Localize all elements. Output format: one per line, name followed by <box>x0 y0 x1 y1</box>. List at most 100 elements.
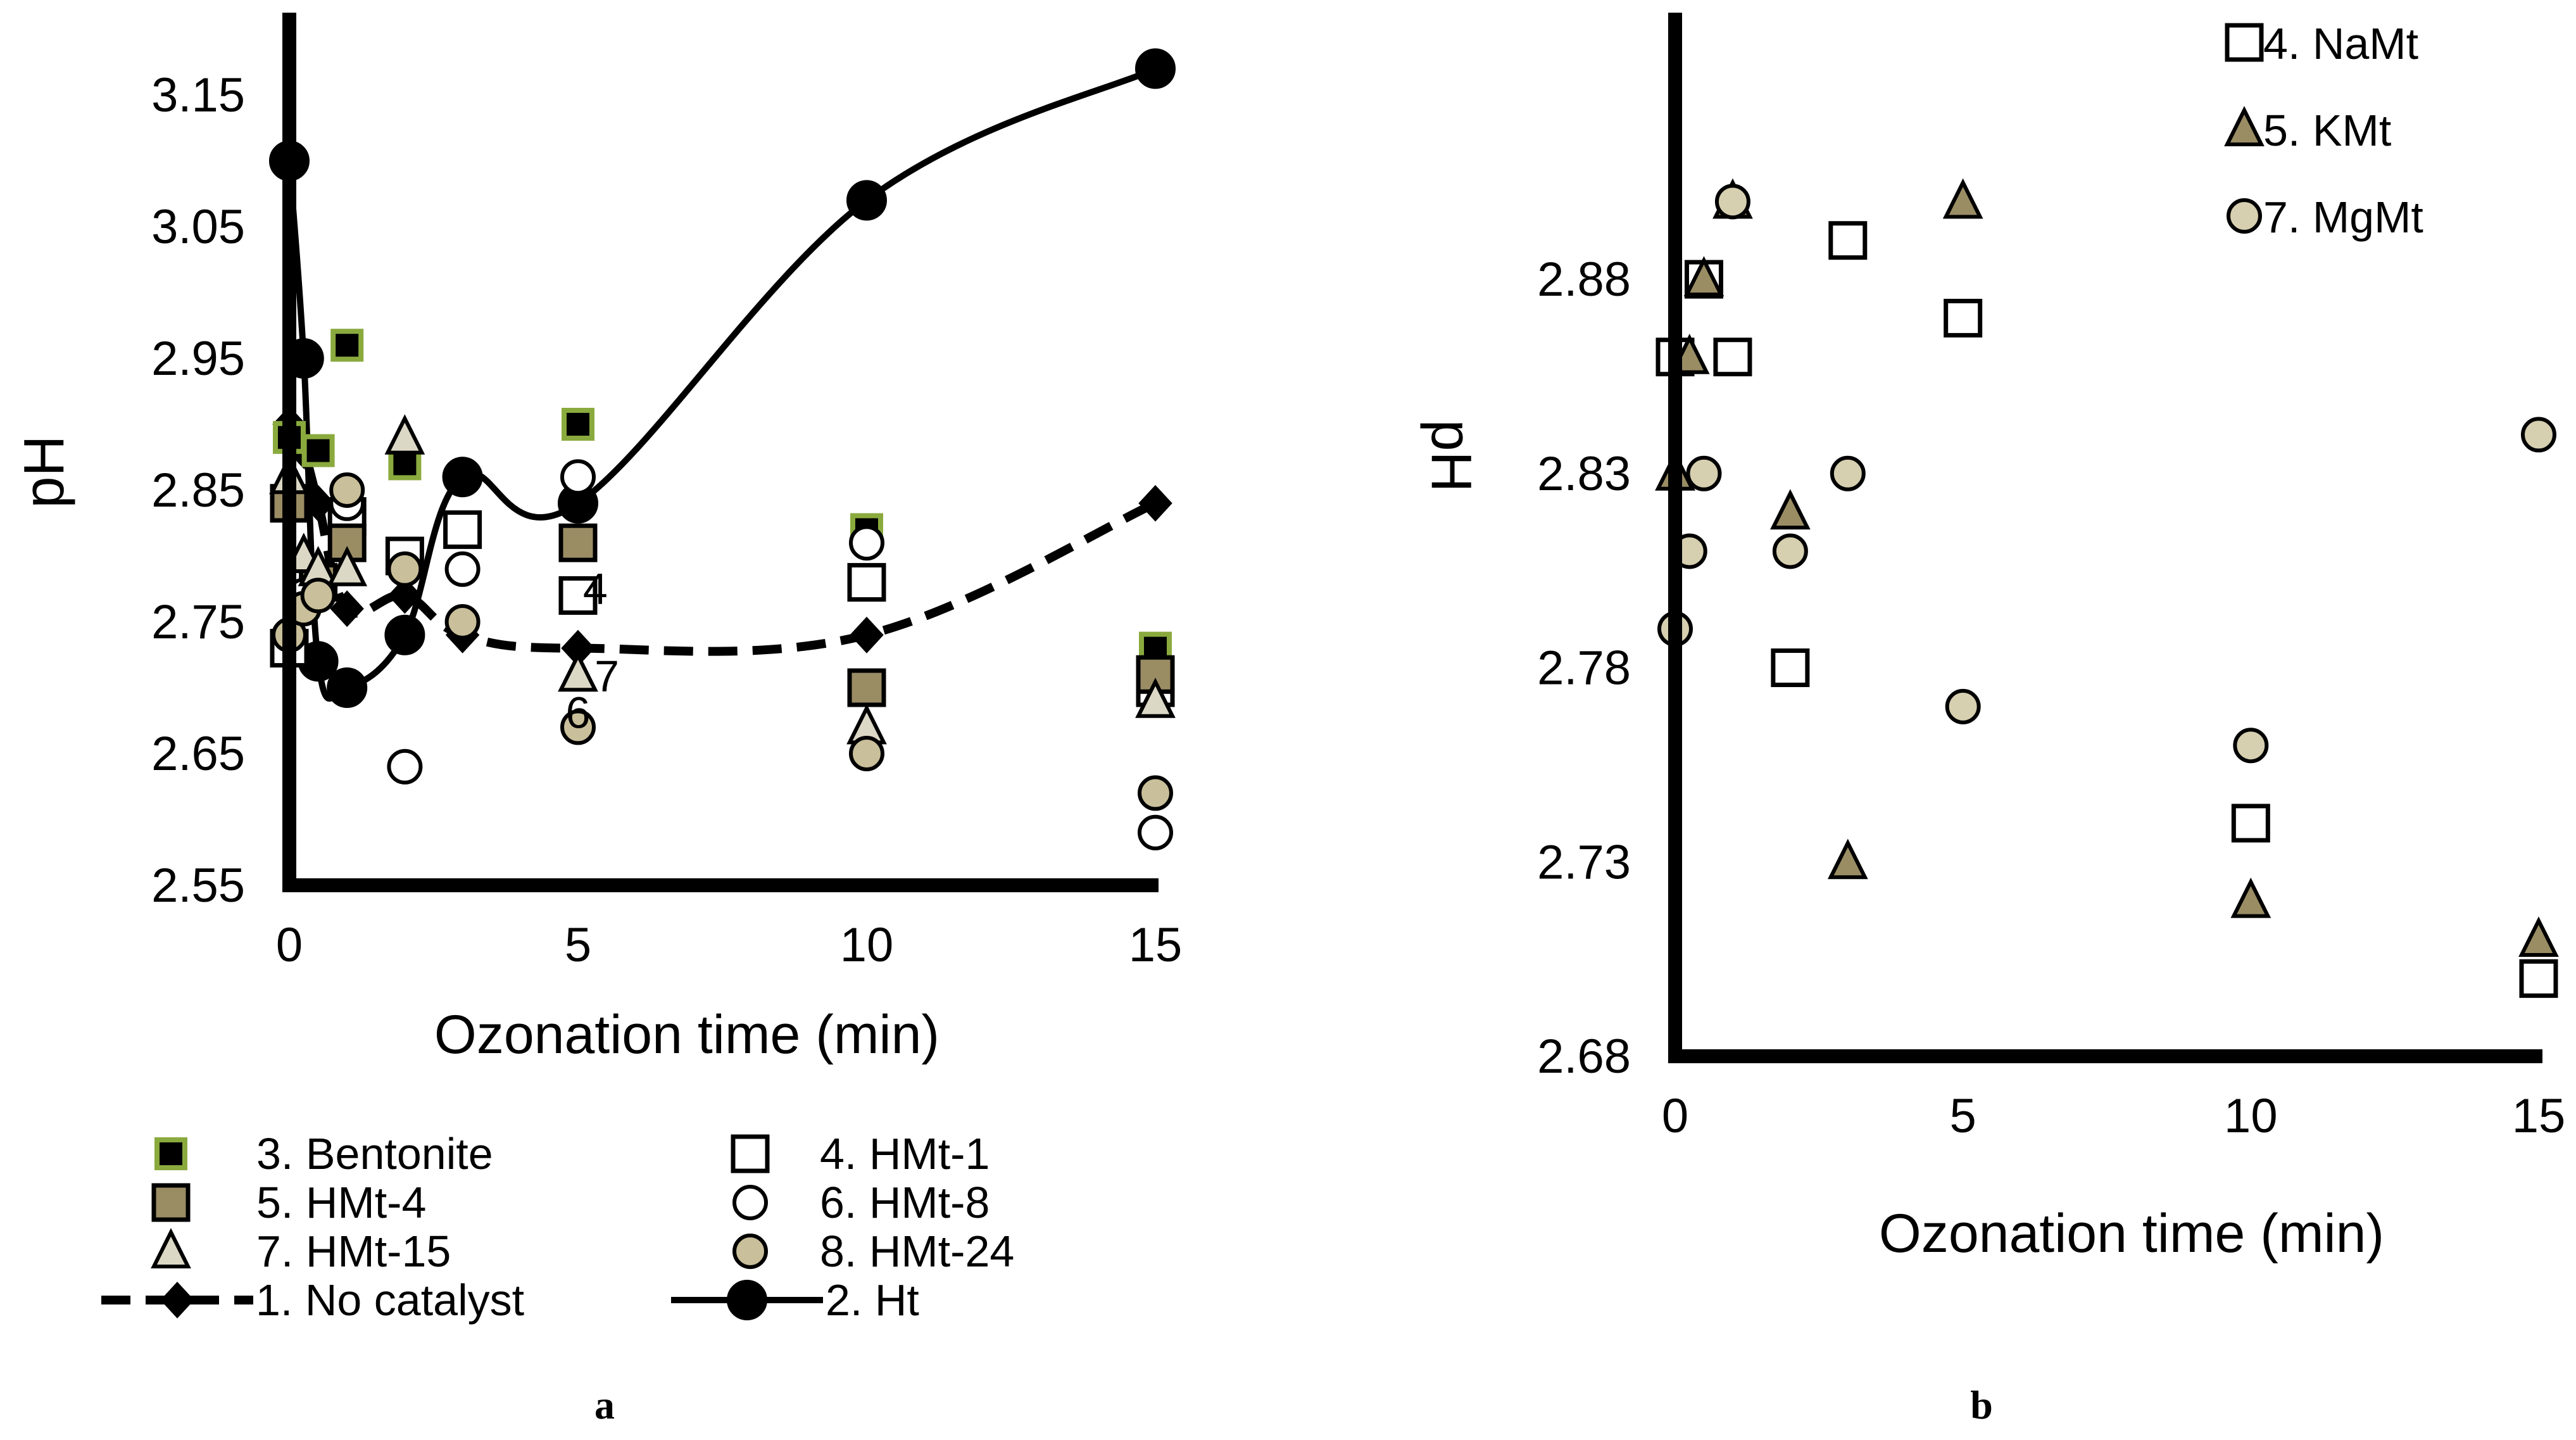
x-tick-label: 0 <box>1662 1089 1688 1143</box>
data-point-nocat <box>1138 484 1172 522</box>
legend-label-mgmt: 7. MgMt <box>2263 193 2423 242</box>
data-point-mgmt <box>1686 455 1722 491</box>
data-point-hmt8 <box>1138 814 1173 850</box>
data-point-ht <box>1135 48 1176 89</box>
y-tick-label: 2.55 <box>151 859 245 913</box>
chart-panel-b: 0 5 10 15 2.68 2.73 2.78 2.83 2.88 Ozonation tim… <box>1419 13 2565 1427</box>
panel-a-x-axis-label: Ozonation time (min) <box>434 1004 939 1065</box>
data-point-hmt8 <box>849 525 884 561</box>
data-point-kmt <box>1683 256 1725 297</box>
x-tick-label: 15 <box>2512 1089 2566 1143</box>
legend-marker-hmt24 <box>732 1234 768 1269</box>
data-point-hmt1 <box>558 576 598 615</box>
legend-label-ht: 2. Ht <box>826 1275 919 1325</box>
legend-marker-kmt <box>2224 106 2265 146</box>
data-point-mgmt <box>1830 455 1866 491</box>
data-point-hmt24 <box>387 551 423 587</box>
y-tick-label: 3.05 <box>151 200 245 254</box>
y-tick-label: 3.15 <box>151 68 245 122</box>
panel-a-label: a <box>594 1382 615 1427</box>
data-point-hmt15 <box>327 546 368 586</box>
data-point-bent <box>562 408 594 441</box>
data-point-ht <box>384 614 425 655</box>
legend-marker-hmt1 <box>731 1134 770 1173</box>
y-tick-label: 2.88 <box>1537 253 1631 306</box>
legend-marker-hmt4 <box>151 1183 191 1222</box>
data-point-mgmt <box>2521 417 2556 453</box>
legend-marker-namt <box>2225 23 2264 62</box>
data-point-kmt <box>1770 489 1811 530</box>
legend-label-hmt8: 6. HMt-8 <box>820 1178 990 1227</box>
y-tick-label: 2.95 <box>151 332 245 386</box>
legend-label-hmt1: 4. HMt-1 <box>820 1129 990 1178</box>
legend-marker-hmt8 <box>732 1185 768 1220</box>
panel-a-annotations: 4 76 <box>566 564 620 738</box>
panel-a-legend: 3. Bentonite 4. HMt-1 5. HMt-4 6. HMt-8 7. H… <box>101 1129 1014 1325</box>
data-point-hmt24 <box>560 709 596 745</box>
point-annotation: 4 <box>583 564 608 614</box>
data-point-mgmt <box>1772 533 1808 569</box>
x-tick-label: 5 <box>1950 1089 1976 1143</box>
legend-label-namt: 4. NaMt <box>2263 19 2418 68</box>
data-point-ht <box>327 667 368 708</box>
data-point-namt <box>1944 298 1983 338</box>
data-point-namt <box>2231 804 2270 843</box>
y-tick-label: 2.83 <box>1537 447 1631 501</box>
data-point-namt <box>2519 959 2558 998</box>
legend-label-bent: 3. Bentonite <box>256 1129 493 1178</box>
legend-marker-ht <box>727 1280 767 1320</box>
data-point-hmt4 <box>558 523 598 562</box>
data-point-ht <box>846 180 887 221</box>
data-point-ht <box>442 457 483 498</box>
legend-label-hmt15: 7. HMt-15 <box>256 1227 451 1276</box>
data-point-mgmt <box>2233 728 2269 764</box>
legend-marker-nocat <box>160 1282 194 1318</box>
data-point-hmt24 <box>300 578 336 614</box>
y-tick-label: 2.85 <box>151 464 245 517</box>
data-point-hmt24 <box>1138 775 1173 811</box>
x-tick-label: 15 <box>1129 918 1183 972</box>
data-point-namt <box>1828 221 1868 260</box>
data-point-bent <box>330 329 364 362</box>
data-point-hmt24 <box>849 736 884 771</box>
y-tick-label: 2.78 <box>1537 641 1631 695</box>
data-point-nocat <box>387 577 422 614</box>
chart-panel-a: 0 5 10 15 2.55 2.65 2.75 2.85 2.95 3.05 3.15 Ozona… <box>13 13 1182 1427</box>
data-point-mgmt <box>1714 184 1750 220</box>
panel-b-legend: 4. NaMt 5. KMt 7. MgMt <box>2224 19 2423 242</box>
data-point-namt <box>1771 648 1810 688</box>
legend-label-nocat: 1. No catalyst <box>256 1275 524 1325</box>
y-tick-label: 2.75 <box>151 595 245 649</box>
data-point-nocat <box>330 590 364 628</box>
data-point-hmt8 <box>444 551 481 587</box>
legend-marker-hmt15 <box>151 1228 191 1268</box>
panel-b-tick-labels: 0 5 10 15 2.68 2.73 2.78 2.83 2.88 <box>1537 253 2565 1143</box>
data-point-hmt1 <box>443 510 482 549</box>
data-point-hmt15 <box>384 414 425 455</box>
panel-b-y-axis-label: pH <box>1419 419 1483 492</box>
data-point-namt <box>1713 338 1752 377</box>
point-annotation: 7 <box>594 651 619 700</box>
data-point-bent <box>301 434 335 467</box>
legend-marker-bent <box>154 1137 187 1170</box>
data-point-hmt8 <box>560 459 596 495</box>
data-point-kmt <box>1942 178 1983 219</box>
panel-a-tick-labels: 0 5 10 15 2.55 2.65 2.75 2.85 2.95 3.05 3.15 <box>151 68 1182 972</box>
data-point-hmt15 <box>1135 678 1176 718</box>
legend-label-kmt: 5. KMt <box>2263 106 2391 155</box>
x-tick-label: 0 <box>276 918 303 972</box>
y-tick-label: 2.73 <box>1537 835 1631 889</box>
data-point-hmt1 <box>847 563 886 602</box>
legend-marker-mgmt <box>2227 198 2262 234</box>
data-point-kmt <box>2230 877 2271 918</box>
legend-label-hmt24: 8. HMt-24 <box>820 1227 1014 1276</box>
point-annotation: 6 <box>566 688 591 738</box>
data-point-hmt8 <box>387 748 423 785</box>
x-tick-label: 10 <box>2224 1089 2278 1143</box>
legend-label-hmt4: 5. HMt-4 <box>256 1178 426 1227</box>
data-point-kmt <box>2518 916 2559 957</box>
y-tick-label: 2.65 <box>151 727 245 781</box>
panel-a-y-axis-label: pH <box>13 435 76 508</box>
